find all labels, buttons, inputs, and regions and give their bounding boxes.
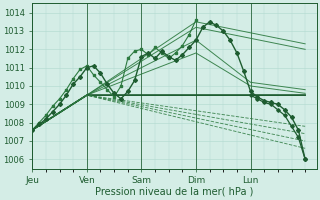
X-axis label: Pression niveau de la mer( hPa ): Pression niveau de la mer( hPa )	[95, 187, 253, 197]
